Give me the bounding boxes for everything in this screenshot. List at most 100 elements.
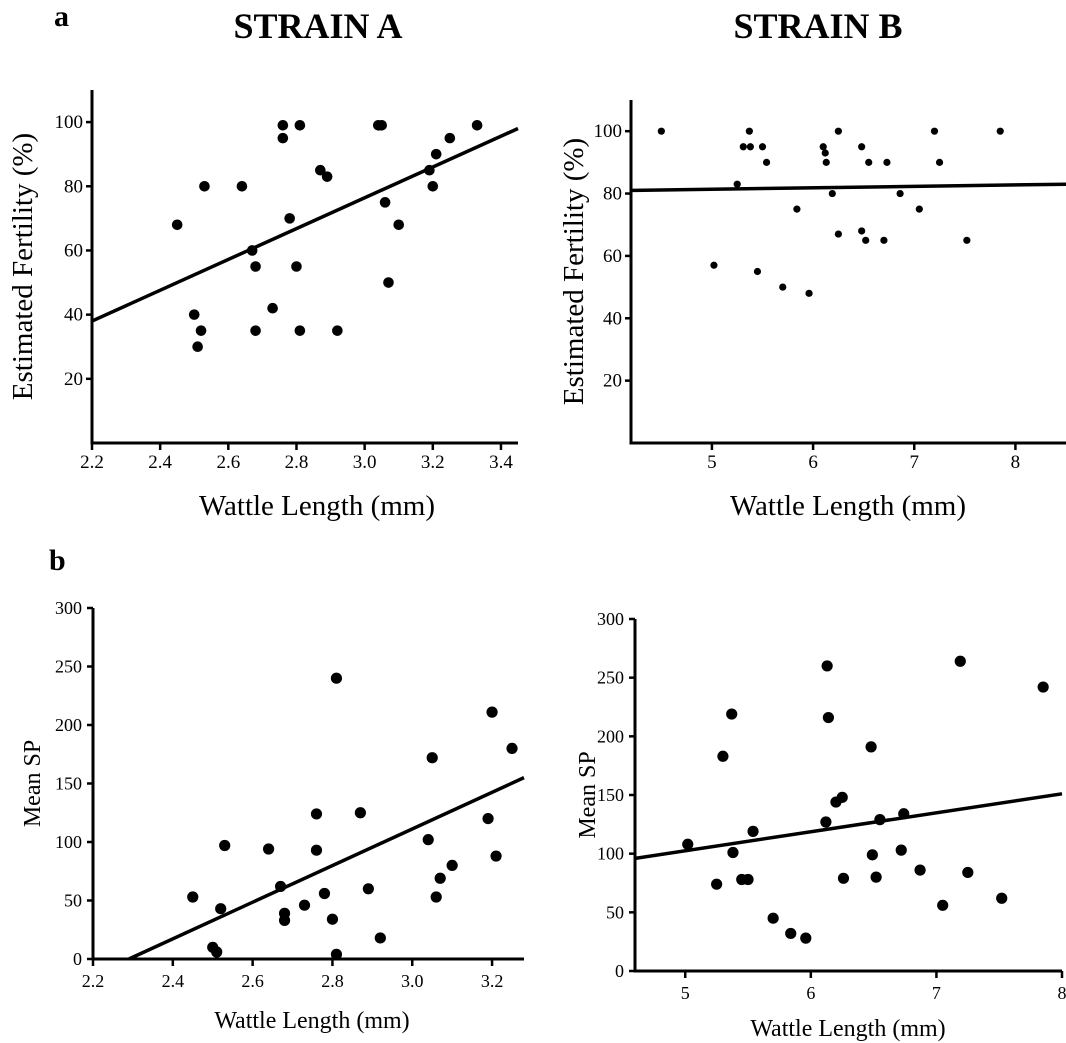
data-point <box>362 883 374 895</box>
data-point <box>828 189 836 198</box>
data-point <box>354 807 366 819</box>
data-point <box>246 245 258 256</box>
data-point <box>376 120 387 131</box>
y-tick-label: 40 <box>603 308 622 329</box>
data-point <box>767 912 779 924</box>
data-point <box>954 655 966 667</box>
y-tick-label: 100 <box>597 844 624 864</box>
data-point <box>758 143 767 151</box>
strain-b-title: STRAIN B <box>733 6 902 46</box>
y-tick-label: 200 <box>597 726 624 746</box>
y-axis-label: Mean SP <box>20 740 46 827</box>
data-point <box>935 158 944 166</box>
y-tick-label: 250 <box>597 668 624 688</box>
data-point <box>895 844 907 856</box>
data-point <box>188 309 200 320</box>
trend-line <box>128 776 525 961</box>
data-point <box>215 903 227 915</box>
data-point <box>822 711 835 724</box>
data-point <box>267 302 278 314</box>
trend-line <box>634 792 1063 861</box>
data-point <box>171 219 183 231</box>
data-point <box>930 127 939 135</box>
panel-letter-a: a <box>54 0 69 33</box>
data-point <box>866 849 878 861</box>
x-tick-label: 8 <box>1011 452 1021 473</box>
data-point <box>506 742 518 755</box>
trend-line <box>630 182 1066 193</box>
y-tick-label: 20 <box>603 371 622 392</box>
x-axis-label: Wattle Length (mm) <box>214 1008 409 1034</box>
y-tick-label: 200 <box>55 715 82 735</box>
data-point <box>274 880 287 893</box>
data-point <box>298 899 311 911</box>
data-point <box>310 844 323 856</box>
data-point <box>291 261 302 272</box>
x-tick-label: 2.4 <box>162 971 185 991</box>
y-tick-label: 40 <box>64 305 83 326</box>
data-point <box>836 791 848 803</box>
data-point <box>800 932 812 944</box>
data-point <box>278 914 291 926</box>
chart-b-strain-b: 0 50 100 150 200 250 300 5 6 7 8 Wattle Length (mm)… <box>575 609 1066 1042</box>
data-point <box>837 872 850 884</box>
y-axis-label: Mean SP <box>575 751 601 838</box>
data-point <box>742 873 754 886</box>
data-point <box>187 891 199 903</box>
x-tick-label: 2.6 <box>241 971 264 991</box>
data-point <box>963 236 971 244</box>
x-tick-label: 7 <box>932 983 941 1003</box>
data-point <box>996 127 1004 135</box>
data-point <box>277 132 289 144</box>
x-tick-label: 6 <box>806 983 815 1003</box>
y-tick-label: 0 <box>73 949 82 969</box>
data-point <box>726 708 738 720</box>
data-point <box>250 325 261 336</box>
x-tick-label: 2.8 <box>285 452 309 473</box>
data-point <box>898 808 910 820</box>
y-tick-label: 80 <box>603 184 622 205</box>
y-tick-label: 100 <box>55 112 84 133</box>
data-point <box>446 859 458 872</box>
x-tick-label: 3.2 <box>481 971 504 991</box>
data-point <box>727 846 739 859</box>
data-point <box>427 180 439 192</box>
y-tick-label: 300 <box>597 609 624 629</box>
data-point <box>482 813 494 825</box>
data-point <box>821 660 833 672</box>
data-point <box>315 164 326 176</box>
x-tick-label: 3.4 <box>489 452 513 473</box>
data-point <box>834 127 842 135</box>
data-point <box>862 236 870 244</box>
data-point <box>434 872 446 884</box>
chart-a-strain-b: 20 40 60 80 100 5 6 7 8 Wattle Length (mm) Estimat… <box>558 100 1066 522</box>
data-point <box>880 236 888 244</box>
data-point <box>733 180 741 188</box>
data-point <box>430 891 442 903</box>
data-point <box>424 164 435 176</box>
data-point <box>236 180 248 192</box>
data-point <box>865 158 873 166</box>
data-point <box>682 838 694 850</box>
data-point <box>747 825 759 837</box>
data-point <box>211 946 223 958</box>
data-point <box>379 197 391 208</box>
data-point <box>444 132 456 144</box>
data-point <box>793 205 801 213</box>
data-point <box>896 189 904 198</box>
y-tick-label: 100 <box>594 121 623 142</box>
data-point <box>471 120 483 131</box>
data-point <box>717 750 729 762</box>
trend-line <box>91 126 519 323</box>
x-tick-label: 5 <box>681 983 690 1003</box>
data-point <box>199 180 210 192</box>
panel-letter-b: b <box>49 544 66 577</box>
data-point <box>262 843 275 855</box>
y-tick-label: 50 <box>606 902 624 922</box>
chart-a-strain-a: 20 40 60 80 100 2.2 2.4 2.6 2.8 3.0 3.2 3.4 Wattle L… <box>7 90 519 522</box>
y-tick-label: 150 <box>597 785 624 805</box>
strain-a-title: STRAIN A <box>233 6 402 46</box>
data-point <box>779 283 787 291</box>
data-point <box>819 143 827 151</box>
x-tick-label: 8 <box>1058 983 1066 1003</box>
